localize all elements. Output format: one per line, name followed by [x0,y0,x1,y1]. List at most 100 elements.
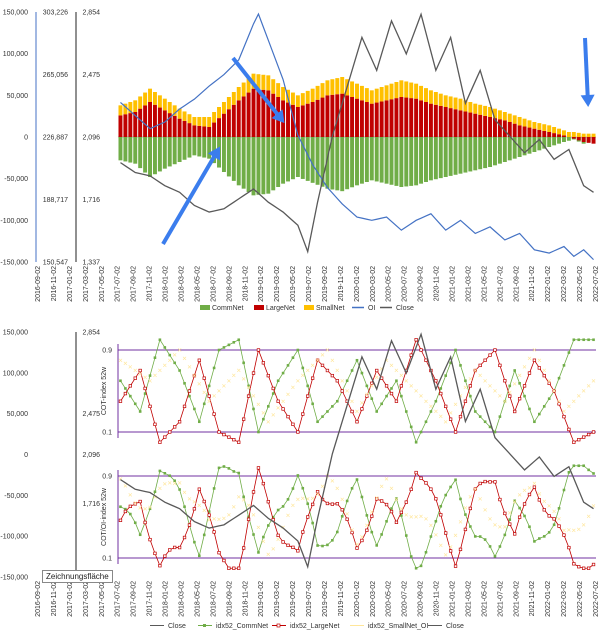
smallnet-oi-marker: ✕ [285,513,290,519]
smallnet-oi-marker: ✕ [226,513,231,519]
commnet-bar [414,137,419,186]
commnet-marker [262,417,265,421]
largenet-marker [163,554,167,558]
commnet-bar [162,137,167,169]
largenet-marker [517,397,522,401]
largenet-marker [197,487,201,491]
smallnet-bar [187,114,192,124]
largenet-bar [394,98,399,137]
commnet-marker [335,399,339,403]
commnet-marker [547,531,551,534]
smallnet-oi-marker: ✕ [409,515,414,521]
commnet-bar [507,137,512,161]
largenet-marker [222,558,226,563]
close-axis-tick: 1,337 [82,260,100,267]
arrow-head [271,109,285,124]
commnet-marker [202,533,206,537]
legend-idx52-smallnet-oi: idx52_SmallNet_OI [350,623,428,630]
commnet-marker [266,405,270,408]
smallnet-oi-marker: ✕ [290,504,295,510]
largenet-bar [251,88,256,137]
commnet-bar [493,137,497,166]
x-axis-tick: 2018-03-02 [178,266,185,302]
largenet-marker [513,532,517,536]
smallnet-oi-marker: ✕ [379,485,384,491]
largenet-marker [493,480,497,484]
largenet-marker [360,538,364,543]
largenet-bar [128,113,133,137]
legend-label: SmallNet [316,305,344,312]
commnet-marker [153,356,157,359]
largenet-marker [448,417,453,421]
commnet-bar [537,137,542,151]
commnet-marker [296,348,300,352]
largenet-marker [458,547,463,552]
commnet-marker [326,543,329,547]
largenet-marker [335,502,339,506]
largenet-marker [276,533,280,537]
commnet-bar [148,137,153,177]
smallnet-bar [359,85,364,101]
largenet-bar [364,102,369,137]
commnet-bar [424,137,428,182]
commnet-index-line [120,465,594,569]
smallnet-oi-marker: ✕ [359,535,364,541]
legend-largenet: LargeNet [254,305,295,312]
largenet-bar [241,96,246,137]
smallnet-oi-marker: ✕ [586,384,591,390]
largenet-bar [532,128,537,137]
commnet-bar [286,137,290,182]
smallnet-oi-marker: ✕ [389,363,394,369]
largenet-marker [173,425,177,429]
largenet-marker [148,537,152,542]
smallnet-bar [305,90,310,104]
commnet-marker [503,399,507,403]
x-axis-tick: 2019-07-02 [306,266,313,302]
largenet-marker [256,466,261,470]
smallnet-oi-marker: ✕ [207,518,212,524]
commnet-marker [193,407,196,411]
commnet-marker [124,507,127,511]
smallnet-bar [463,100,468,112]
commnet-marker [286,498,290,501]
legend-label: Close [396,305,414,312]
smallnet-oi-marker: ✕ [251,513,256,519]
smallnet-bar [399,80,404,97]
largenet-marker [448,549,453,553]
largenet-bar [207,127,212,137]
largenet-marker [187,523,192,527]
x-axis-tick: 2019-07-02 [306,581,313,617]
commnet-marker [513,369,516,372]
smallnet-oi-marker: ✕ [143,507,148,513]
commnet-marker [439,504,443,508]
largenet-marker [586,566,591,570]
smallnet-oi-marker: ✕ [167,481,172,487]
largenet-marker [542,508,546,512]
smallnet-oi-marker: ✕ [157,369,162,375]
largenet-marker [562,414,566,419]
smallnet-oi-marker: ✕ [197,503,202,509]
smallnet-oi-marker: ✕ [133,369,138,375]
commnet-bar [281,137,286,184]
commnet-marker [592,472,595,475]
commnet-marker [158,338,162,342]
oi-axis-tick: 265,056 [43,72,68,79]
legend-swatch [254,305,264,310]
smallnet-bar [330,79,335,95]
largenet-marker [320,363,325,368]
largenet-marker [527,371,532,375]
commnet-bar [453,137,458,175]
smallnet-bar [414,83,419,99]
x-axis-tick: 2018-11-02 [242,266,249,301]
commnet-marker [488,545,492,548]
largenet-marker [182,535,187,540]
commnet-marker [542,405,546,408]
commnet-marker [365,384,369,388]
largenet-marker [168,430,172,434]
commnet-bar [167,137,172,167]
smallnet-bar [295,95,300,107]
smallnet-oi-marker: ✕ [492,389,497,395]
largenet-bar [443,107,448,137]
commnet-marker [138,410,142,413]
commnet-marker [538,412,541,416]
